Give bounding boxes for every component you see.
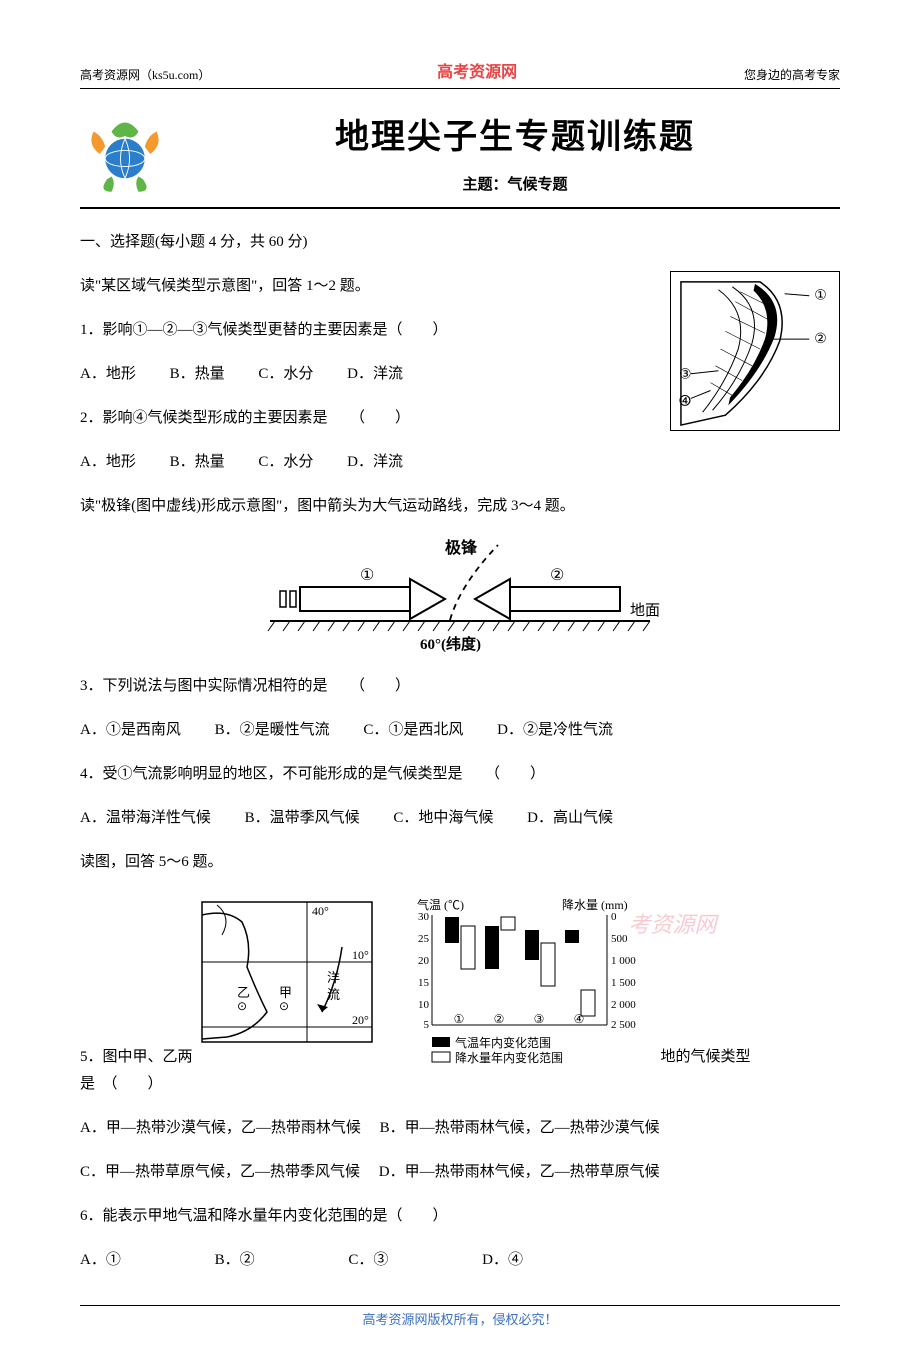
- svg-text:30: 30: [418, 911, 430, 923]
- q2-opt-b: B．热量: [170, 447, 225, 477]
- q1-opt-d: D．洋流: [347, 359, 403, 389]
- polar-front-diagram: 极锋 ① ② 地面: [80, 535, 840, 655]
- q4-opt-b: B．温带季风气候: [245, 803, 360, 833]
- svg-text:20: 20: [418, 955, 430, 967]
- q4-stem: 4．受①气流影响明显的地区，不可能形成的是气候类型是 （ ）: [80, 759, 840, 789]
- svg-text:20°: 20°: [352, 1013, 369, 1027]
- svg-text:地面: 地面: [630, 602, 660, 619]
- svg-text:15: 15: [418, 977, 430, 989]
- watermark-text: 考资源网: [629, 907, 717, 942]
- q5-row: 5．图中甲、乙两 考资源网 40° 10° 20° 甲 ⊙ 乙 ⊙ 洋 流: [80, 891, 840, 1069]
- polar-title: 极锋: [445, 538, 478, 557]
- svg-text:1 500: 1 500: [611, 977, 636, 989]
- q1-opt-c: C．水分: [258, 359, 313, 389]
- q4-opt-a: A．温带海洋性气候: [80, 803, 211, 833]
- svg-text:②: ②: [493, 1012, 504, 1026]
- header-right: 您身边的高考专家: [744, 66, 840, 85]
- q6-stem: 6．能表示甲地气温和降水量年内变化范围的是（ ）: [80, 1201, 840, 1231]
- climate-chart-figure: 气温 (℃) 降水量 (mm) 30 25 20 15 10 5 0 500 1 000 1…: [397, 897, 657, 1067]
- q5-opt-b: B．甲—热带雨林气候，乙—热带沙漠气候: [380, 1120, 660, 1136]
- q5-stem2: 是 （ ）: [80, 1069, 840, 1099]
- q5-opt-a: A．甲—热带沙漠气候，乙—热带雨林气候: [80, 1120, 361, 1136]
- q6-opt-d: D．④: [482, 1245, 523, 1275]
- svg-text:5: 5: [423, 1019, 429, 1031]
- svg-text:降水量 (mm): 降水量 (mm): [562, 898, 628, 912]
- location-map-figure: 40° 10° 20° 甲 ⊙ 乙 ⊙ 洋 流: [197, 897, 377, 1047]
- svg-text:10: 10: [418, 999, 430, 1011]
- svg-text:气温年内变化范围: 气温年内变化范围: [455, 1035, 551, 1050]
- svg-text:60°(纬度): 60°(纬度): [420, 635, 481, 653]
- svg-text:②: ②: [814, 331, 826, 346]
- q1-opt-b: B．热量: [170, 359, 225, 389]
- q3-opt-b: B．②是暖性气流: [215, 715, 330, 745]
- intro-text-2: 读"极锋(图中虚线)形成示意图"，图中箭头为大气运动路线，完成 3～4 题。: [80, 491, 840, 521]
- document-subtitle: 主题：气候专题: [190, 173, 840, 197]
- q3-opt-d: D．②是冷性气流: [497, 715, 613, 745]
- page-footer: 高考资源网版权所有，侵权必究！: [80, 1305, 840, 1331]
- q1-opt-a: A．地形: [80, 359, 136, 389]
- header-center: 高考资源网: [437, 60, 517, 86]
- q3-options: A．①是西南风 B．②是暖性气流 C．①是西北风 D．②是冷性气流: [80, 715, 840, 745]
- q3-stem: 3．下列说法与图中实际情况相符的是 （ ）: [80, 671, 840, 701]
- q2-options: A．地形 B．热量 C．水分 D．洋流: [80, 447, 840, 477]
- svg-text:气温 (℃): 气温 (℃): [417, 897, 464, 912]
- page-header: 高考资源网（ks5u.com） 高考资源网 您身边的高考专家: [80, 60, 840, 89]
- q2-opt-c: C．水分: [258, 447, 313, 477]
- svg-text:1 000: 1 000: [611, 955, 636, 967]
- q2-opt-d: D．洋流: [347, 447, 403, 477]
- svg-text:②: ②: [550, 567, 564, 584]
- q5-opt-c: C．甲—热带草原气候，乙—热带季风气候: [80, 1164, 360, 1180]
- title-block: 地理尖子生专题训练题 主题：气候专题: [80, 109, 840, 209]
- svg-text:25: 25: [418, 933, 430, 945]
- svg-text:④: ④: [573, 1012, 584, 1026]
- q5-opts-ab: A．甲—热带沙漠气候，乙—热带雨林气候 B．甲—热带雨林气候，乙—热带沙漠气候: [80, 1113, 840, 1143]
- climate-map-figure: ① ② ③ ④: [670, 271, 840, 431]
- charts-row: 考资源网 40° 10° 20° 甲 ⊙ 乙 ⊙ 洋 流: [197, 897, 657, 1067]
- content-body: 一、选择题(每小题 4 分，共 60 分) ① ② ③ ④ 读"某区域气候类型示…: [80, 227, 840, 1275]
- q6-opt-b: B．②: [215, 1245, 255, 1275]
- svg-text:2 000: 2 000: [611, 999, 636, 1011]
- intro-text-3: 读图，回答 5～6 题。: [80, 847, 840, 877]
- svg-text:40°: 40°: [312, 904, 329, 918]
- q5-opt-d: D．甲—热带雨林气候，乙—热带草原气候: [379, 1164, 660, 1180]
- q3-opt-a: A．①是西南风: [80, 715, 181, 745]
- svg-text:0: 0: [611, 911, 617, 923]
- q4-opt-d: D．高山气候: [527, 803, 613, 833]
- svg-text:2 500: 2 500: [611, 1019, 636, 1031]
- svg-text:500: 500: [611, 933, 628, 945]
- svg-text:③: ③: [679, 366, 691, 381]
- section-heading: 一、选择题(每小题 4 分，共 60 分): [80, 227, 840, 257]
- q6-opt-a: A．①: [80, 1245, 121, 1275]
- header-left: 高考资源网（ks5u.com）: [80, 66, 210, 85]
- q5-lead: 5．图中甲、乙两: [80, 1045, 193, 1069]
- svg-text:乙: 乙: [237, 985, 250, 1000]
- svg-text:甲: 甲: [279, 985, 292, 1000]
- q2-opt-a: A．地形: [80, 447, 136, 477]
- q5-opts-cd: C．甲—热带草原气候，乙—热带季风气候 D．甲—热带雨林气候，乙—热带草原气候: [80, 1157, 840, 1187]
- title-text: 地理尖子生专题训练题 主题：气候专题: [190, 110, 840, 196]
- site-logo-icon: [80, 109, 170, 199]
- svg-text:降水量年内变化范围: 降水量年内变化范围: [455, 1050, 563, 1065]
- document-title: 地理尖子生专题训练题: [190, 110, 840, 164]
- svg-text:⊙: ⊙: [237, 999, 247, 1013]
- q4-opt-c: C．地中海气候: [393, 803, 493, 833]
- q5-tail: 地的气候类型: [661, 1045, 751, 1069]
- svg-text:①: ①: [814, 287, 826, 302]
- q6-opt-c: C．③: [348, 1245, 388, 1275]
- q6-options: A．① B．② C．③ D．④: [80, 1245, 840, 1275]
- svg-text:③: ③: [533, 1012, 544, 1026]
- svg-text:10°: 10°: [352, 948, 369, 962]
- q3-opt-c: C．①是西北风: [363, 715, 463, 745]
- svg-text:⊙: ⊙: [279, 999, 289, 1013]
- svg-text:①: ①: [360, 567, 374, 584]
- q4-options: A．温带海洋性气候 B．温带季风气候 C．地中海气候 D．高山气候: [80, 803, 840, 833]
- svg-text:①: ①: [453, 1012, 464, 1026]
